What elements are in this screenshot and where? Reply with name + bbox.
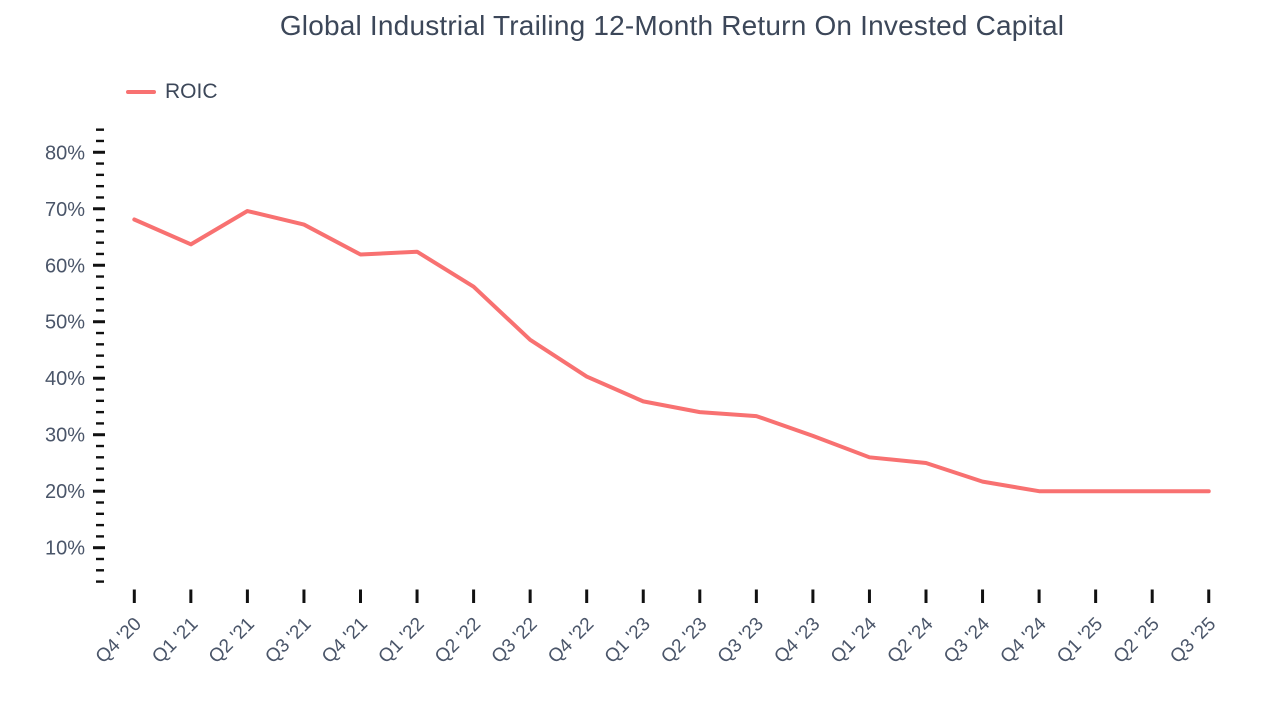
y-axis-label: 50% bbox=[45, 312, 85, 334]
y-axis-label: 10% bbox=[45, 538, 85, 560]
x-axis-label: Q4 '20 bbox=[92, 614, 146, 668]
legend: ROIC bbox=[126, 80, 218, 104]
y-axis-label: 80% bbox=[45, 142, 85, 164]
x-axis-label: Q4 '23 bbox=[770, 614, 824, 668]
x-axis-label: Q2 '22 bbox=[431, 614, 485, 668]
y-axis-label: 40% bbox=[45, 368, 85, 390]
x-axis-label: Q2 '23 bbox=[657, 614, 711, 668]
y-axis-label: 30% bbox=[45, 425, 85, 447]
x-axis-label: Q1 '23 bbox=[601, 614, 655, 668]
x-axis-label: Q4 '24 bbox=[997, 613, 1051, 667]
x-axis-label: Q1 '24 bbox=[827, 613, 881, 667]
x-axis-label: Q2 '24 bbox=[884, 613, 938, 667]
legend-label: ROIC bbox=[165, 80, 218, 103]
x-axis-label: Q3 '25 bbox=[1166, 614, 1220, 668]
roic-series-line[interactable] bbox=[132, 209, 1211, 494]
x-axis-label: Q1 '25 bbox=[1053, 614, 1107, 668]
x-axis-label: Q2 '21 bbox=[205, 614, 259, 668]
x-axis-label: Q4 '21 bbox=[318, 614, 372, 668]
y-axis-label: 70% bbox=[45, 199, 85, 221]
x-axis-label: Q3 '23 bbox=[714, 614, 768, 668]
y-axis-label: 20% bbox=[45, 481, 85, 503]
x-axis-label: Q3 '22 bbox=[488, 614, 542, 668]
legend-line-swatch bbox=[126, 90, 156, 94]
chart-title: Global Industrial Trailing 12-Month Retu… bbox=[279, 10, 1065, 41]
x-axis-label: Q3 '21 bbox=[261, 614, 315, 668]
x-axis-label: Q1 '22 bbox=[375, 614, 429, 668]
legend-item-roic[interactable]: ROIC bbox=[126, 80, 218, 104]
x-axis-label: Q2 '25 bbox=[1110, 614, 1164, 668]
x-axis-label: Q4 '22 bbox=[544, 614, 598, 668]
y-axis-label: 60% bbox=[45, 255, 85, 277]
x-axis-label: Q3 '24 bbox=[940, 613, 994, 667]
x-axis-label: Q1 '21 bbox=[148, 614, 202, 668]
